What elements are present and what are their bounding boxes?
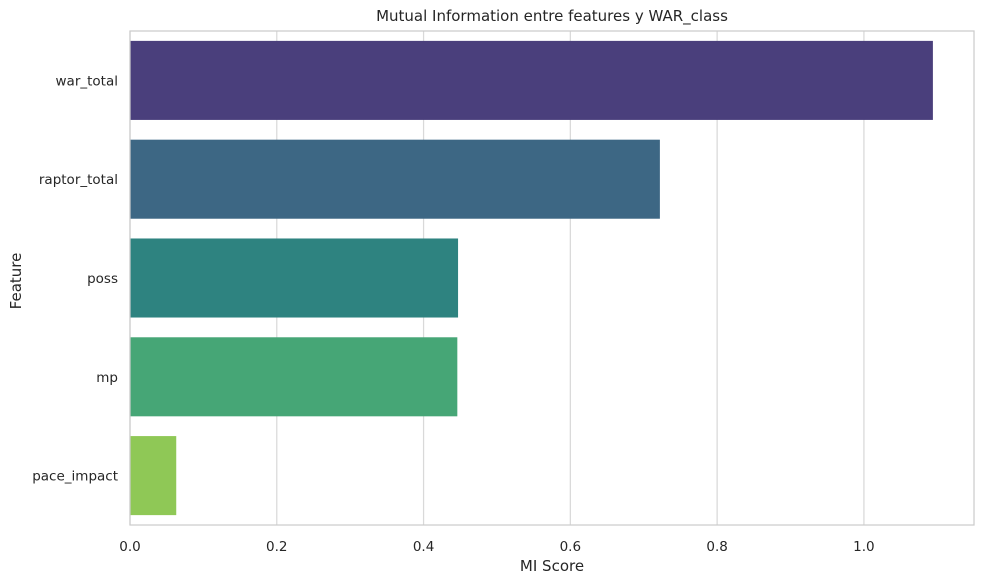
bars: [130, 40, 933, 516]
x-axis-title: MI Score: [520, 557, 584, 575]
y-tick-label: mp: [96, 370, 118, 386]
x-tick-label: 1.0: [853, 539, 874, 555]
y-axis-title: Feature: [7, 253, 25, 310]
y-tick-label: war_total: [56, 73, 118, 89]
x-tick-label: 0.8: [706, 539, 727, 555]
chart-title: Mutual Information entre features y WAR_…: [376, 7, 728, 26]
bar-poss: [130, 238, 459, 318]
x-tick-label: 0.6: [560, 539, 581, 555]
bar-raptor-total: [130, 139, 660, 219]
y-tick-label: raptor_total: [39, 172, 118, 188]
bar-war-total: [130, 40, 933, 120]
bar-mp: [130, 337, 458, 417]
x-tick-label: 0.2: [266, 539, 287, 555]
x-tick-labels: 0.0 0.2 0.4 0.6 0.8 1.0: [119, 539, 874, 555]
bar-pace-impact: [130, 436, 177, 516]
y-tick-label: poss: [87, 271, 118, 287]
y-tick-label: pace_impact: [32, 469, 118, 485]
x-tick-label: 0.4: [413, 539, 434, 555]
plot-frame: [129, 30, 975, 526]
x-tick-label: 0.0: [119, 539, 140, 555]
